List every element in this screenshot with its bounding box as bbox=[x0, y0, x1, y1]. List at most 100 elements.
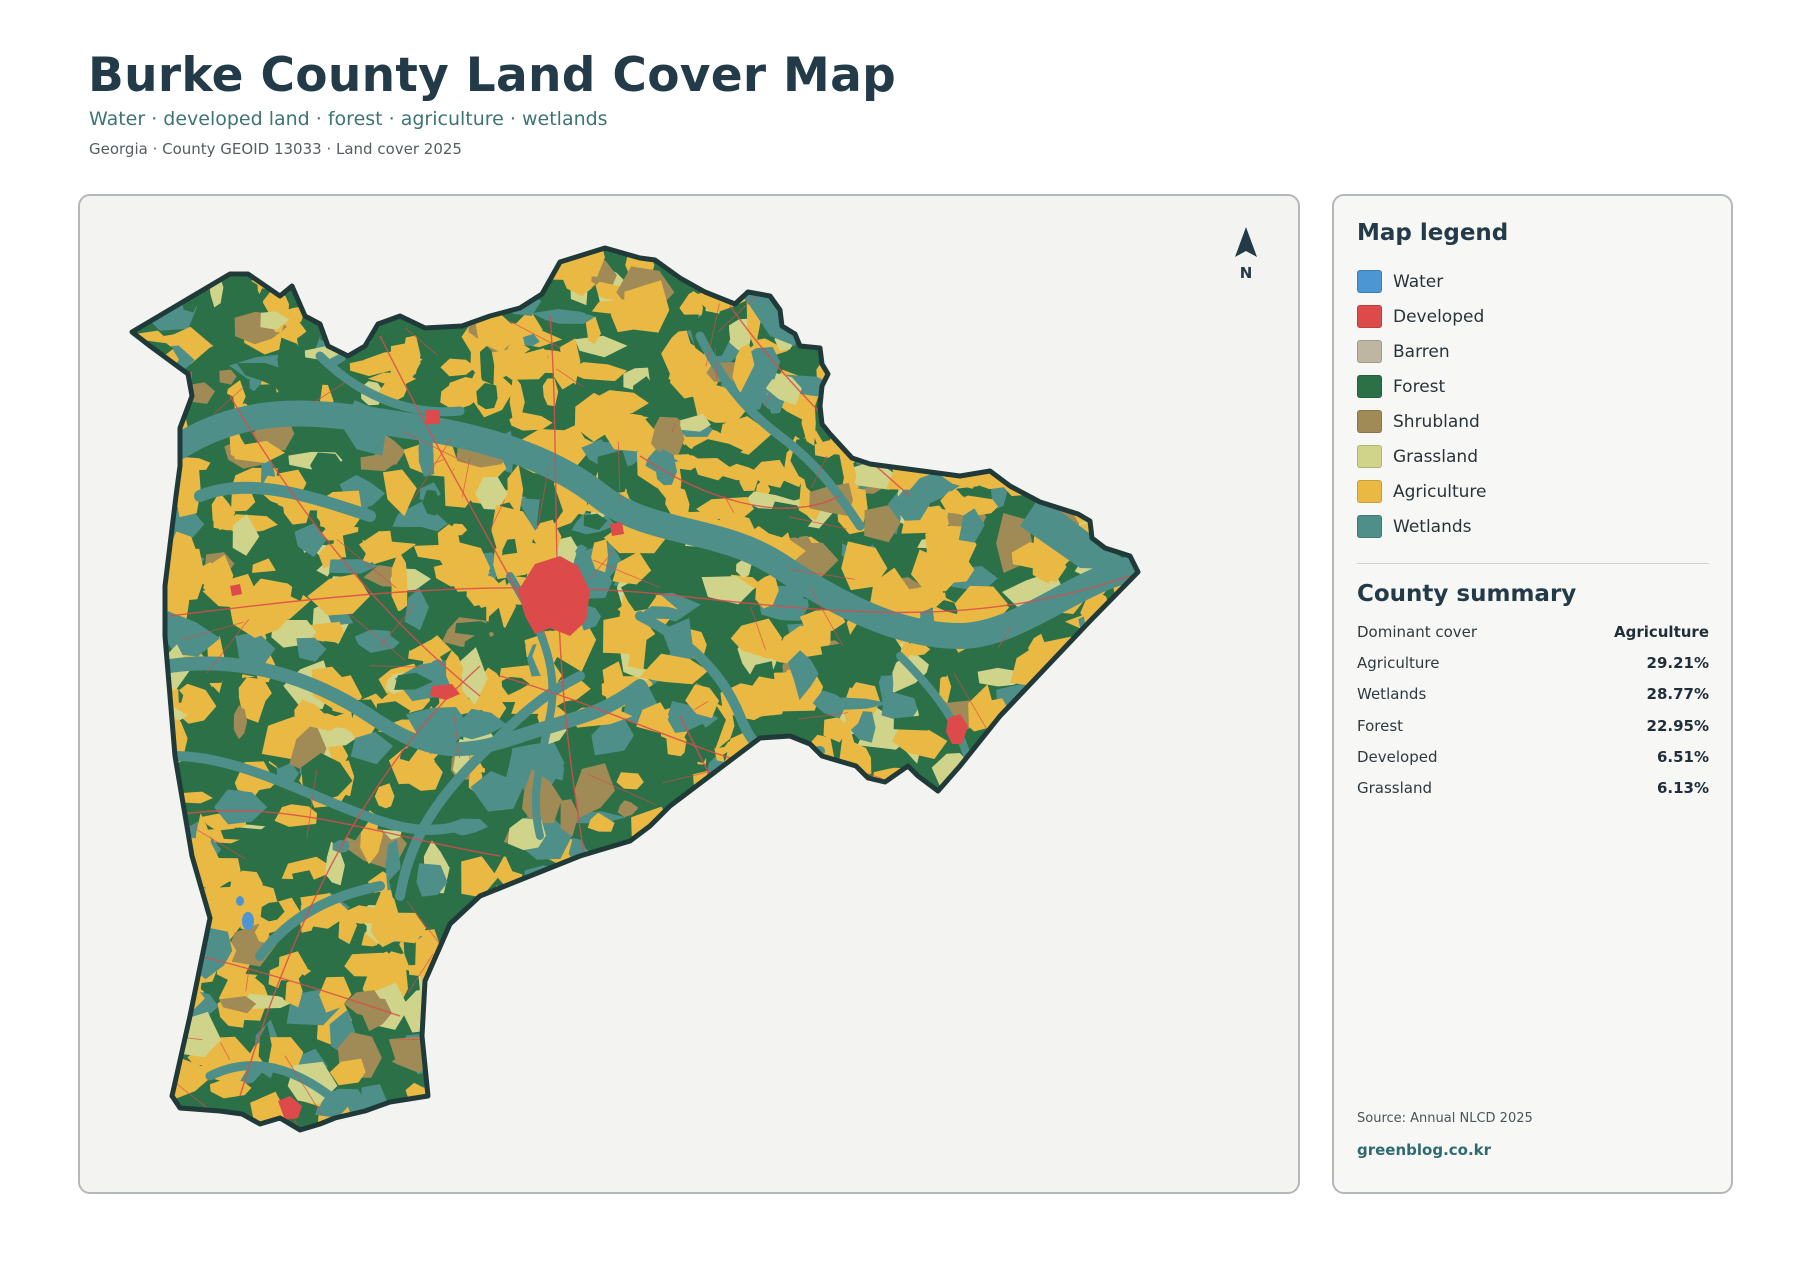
summary-key: Forest bbox=[1357, 716, 1404, 735]
land-cover-patch bbox=[1077, 1118, 1094, 1130]
land-cover-patch bbox=[165, 810, 181, 833]
land-cover-patch bbox=[1104, 493, 1133, 520]
land-cover-patch bbox=[864, 505, 901, 543]
land-cover-patch bbox=[934, 995, 958, 1037]
land-cover-patch bbox=[739, 251, 758, 277]
legend-item-water: Water bbox=[1357, 264, 1487, 299]
land-cover-patch bbox=[132, 675, 169, 726]
land-cover-patch bbox=[617, 875, 634, 916]
land-cover-patch bbox=[445, 1124, 487, 1130]
land-cover-patch bbox=[926, 800, 976, 849]
land-cover-patch bbox=[300, 1131, 340, 1153]
land-cover-patch bbox=[754, 941, 803, 981]
land-cover-patch bbox=[882, 968, 896, 998]
land-cover-patch bbox=[862, 346, 879, 374]
land-cover-patch bbox=[326, 286, 371, 307]
land-cover-patch bbox=[234, 248, 269, 266]
land-cover-patch bbox=[666, 701, 719, 733]
road-segment bbox=[771, 952, 798, 1002]
land-cover-patch bbox=[1014, 1068, 1040, 1085]
legend-label: Developed bbox=[1393, 306, 1485, 327]
land-cover-patch bbox=[1093, 967, 1138, 989]
land-cover-patch bbox=[946, 249, 972, 272]
road-segment bbox=[508, 320, 562, 349]
wetland-corridor bbox=[167, 400, 1138, 650]
legend-list: Water Developed Barren Forest Shrubland … bbox=[1357, 264, 1487, 544]
land-cover-patch bbox=[990, 1020, 1031, 1034]
land-cover-patch bbox=[841, 541, 888, 591]
land-cover-patch bbox=[892, 352, 937, 394]
road-segment bbox=[671, 423, 676, 433]
land-cover-patch bbox=[963, 969, 1026, 1013]
land-cover-patch bbox=[675, 1090, 712, 1125]
land-cover-patch bbox=[1048, 359, 1075, 416]
land-cover-patch bbox=[513, 992, 557, 1025]
land-cover-patch bbox=[132, 404, 157, 448]
land-cover-patch bbox=[1077, 946, 1113, 959]
land-cover-patch bbox=[745, 1075, 780, 1125]
summary-row-wetlands: Wetlands 28.77% bbox=[1357, 679, 1709, 710]
brand-link[interactable]: greenblog.co.kr bbox=[1357, 1141, 1492, 1159]
grassland-swatch bbox=[1357, 445, 1382, 468]
land-cover-patch bbox=[1093, 994, 1134, 1017]
land-cover-patch bbox=[132, 1100, 181, 1130]
land-cover-patch bbox=[995, 780, 1044, 816]
land-cover-patch bbox=[1042, 715, 1099, 759]
land-cover-patch bbox=[729, 784, 776, 804]
land-cover-patch bbox=[1128, 1116, 1138, 1130]
land-cover-patch bbox=[964, 248, 1017, 259]
land-cover-patch bbox=[1117, 476, 1138, 498]
land-cover-patch bbox=[884, 946, 900, 993]
land-cover-patch bbox=[228, 588, 294, 638]
road-line bbox=[229, 395, 481, 697]
land-cover-patch bbox=[1100, 691, 1138, 724]
land-cover-patch bbox=[611, 962, 648, 979]
road-segment bbox=[927, 854, 940, 914]
land-cover-patch bbox=[745, 1059, 786, 1118]
land-cover-patch bbox=[679, 413, 711, 432]
land-cover-patch bbox=[855, 950, 888, 976]
land-cover-patch bbox=[134, 763, 169, 797]
land-cover-patch bbox=[240, 1126, 264, 1130]
forest-swatch bbox=[1357, 375, 1382, 398]
land-cover-patch bbox=[1001, 394, 1013, 435]
land-cover-patch bbox=[817, 849, 840, 893]
land-cover-patch bbox=[937, 818, 965, 866]
land-cover-patch bbox=[1126, 281, 1138, 317]
land-cover-patch bbox=[942, 557, 975, 584]
land-cover-patch bbox=[450, 986, 475, 1019]
land-cover-patch bbox=[1073, 410, 1129, 442]
road-line bbox=[169, 809, 501, 857]
land-cover-patch bbox=[755, 573, 779, 609]
land-cover-patch bbox=[845, 1050, 883, 1075]
land-cover-patch bbox=[1037, 952, 1072, 981]
road-line bbox=[199, 955, 401, 1017]
land-cover-patch bbox=[409, 279, 471, 328]
land-cover-patch bbox=[1062, 748, 1095, 764]
land-cover-patch bbox=[771, 897, 803, 941]
land-cover-patch bbox=[862, 380, 910, 397]
land-cover-patch bbox=[1065, 902, 1106, 935]
land-cover-patch bbox=[147, 1004, 186, 1055]
land-cover-patch bbox=[422, 885, 444, 931]
land-cover-patch bbox=[357, 997, 392, 1032]
land-cover-patch bbox=[767, 801, 831, 835]
land-cover-patch bbox=[1017, 1095, 1050, 1130]
land-cover-patch bbox=[1104, 746, 1138, 780]
land-cover-patch bbox=[1117, 795, 1132, 842]
land-cover-patch bbox=[750, 459, 788, 488]
land-cover-patch bbox=[638, 845, 654, 860]
land-cover-patch bbox=[912, 280, 962, 315]
road-segment bbox=[789, 516, 847, 530]
land-cover-patch bbox=[1084, 267, 1137, 288]
land-cover-patch bbox=[1088, 431, 1137, 465]
road-segment bbox=[847, 363, 851, 397]
land-cover-patch bbox=[782, 929, 799, 980]
land-cover-patch bbox=[750, 888, 797, 937]
land-cover-patch bbox=[843, 915, 869, 964]
land-cover-patch bbox=[497, 628, 526, 660]
land-cover-patch bbox=[939, 965, 961, 992]
road-segment bbox=[763, 393, 772, 407]
land-cover-patch bbox=[786, 1019, 829, 1036]
land-cover-patch bbox=[135, 248, 192, 266]
